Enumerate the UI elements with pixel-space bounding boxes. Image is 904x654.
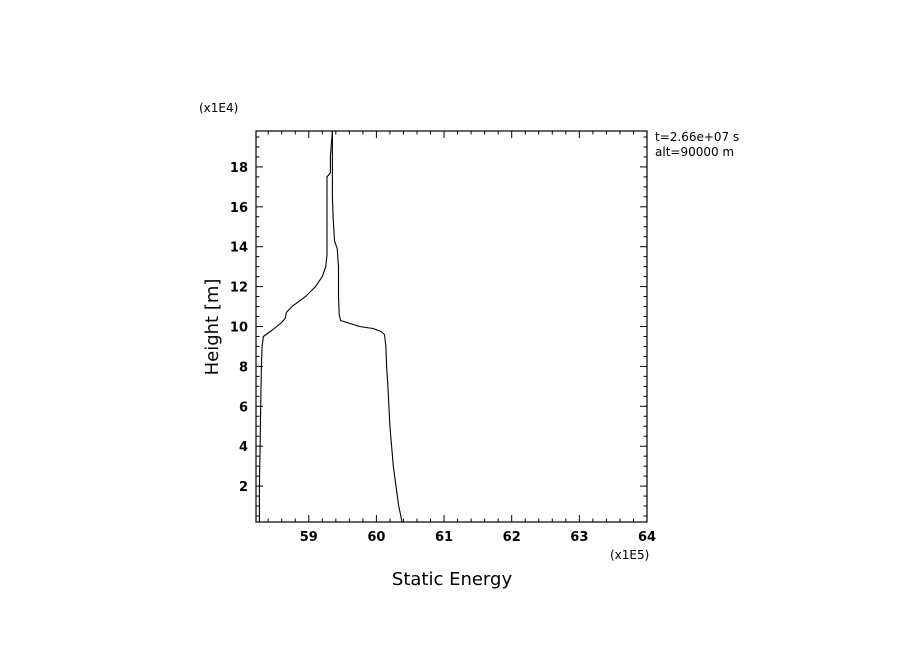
annotation-time: t=2.66e+07 s <box>655 130 739 144</box>
x-tick-label: 60 <box>367 530 385 545</box>
series-line-2 <box>258 130 333 522</box>
x-axis-title: Static Energy <box>392 569 513 590</box>
x-tick-labels: 59 60 61 62 63 64 <box>300 530 656 545</box>
y-tick-label: 8 <box>239 360 248 375</box>
x-tick-label: 59 <box>300 530 318 545</box>
annotation-altitude: alt=90000 m <box>655 145 734 159</box>
x-tick-label: 61 <box>435 530 453 545</box>
y-tick-label: 6 <box>239 400 248 415</box>
y-tick-label: 18 <box>230 161 248 176</box>
y-axis-title: Height [m] <box>202 279 223 376</box>
series-layer <box>258 130 403 523</box>
y-tick-label: 2 <box>239 480 248 495</box>
x-multiplier-label: (x1E5) <box>610 548 649 562</box>
y-tick-label: 4 <box>239 440 248 455</box>
series-line-1 <box>331 131 403 523</box>
y-tick-label: 10 <box>230 321 248 336</box>
y-tick-label: 16 <box>230 201 248 216</box>
plot-frame <box>255 130 648 523</box>
y-tick-label: 14 <box>230 241 248 256</box>
x-tick-label: 64 <box>638 530 656 545</box>
y-multiplier-label: (x1E4) <box>199 101 238 115</box>
x-tick-label: 63 <box>570 530 588 545</box>
y-tick-label: 12 <box>230 281 248 296</box>
tick-marks <box>256 131 648 522</box>
y-tick-labels: 2 4 6 8 10 12 14 16 18 <box>230 161 248 495</box>
x-tick-label: 62 <box>503 530 521 545</box>
